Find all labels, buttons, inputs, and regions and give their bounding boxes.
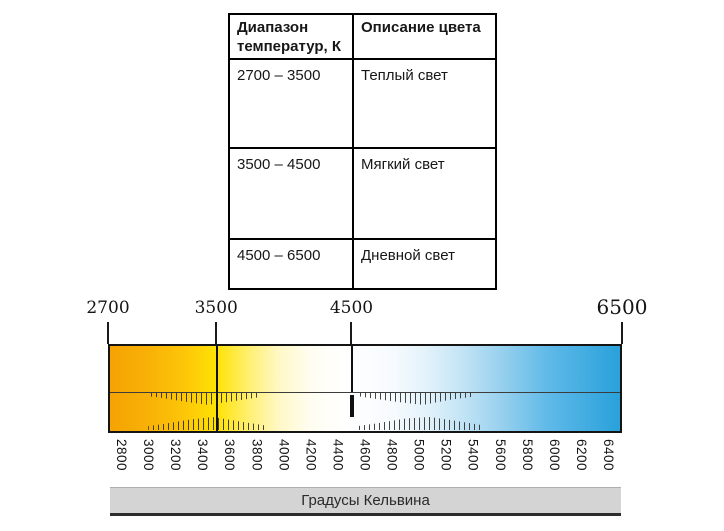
table-row: 3500 – 4500 Мягкий свет [228, 147, 497, 240]
kelvin-tick-label-5600: 5600 [492, 439, 508, 472]
header-color-description: Описание цвета [352, 13, 497, 60]
header-temperature-range: Диапазон температур, К [228, 13, 354, 60]
scale-tick-3500 [215, 322, 218, 344]
kelvin-tick-label-3200: 3200 [168, 439, 184, 472]
ruler-ticks-bottom-right [358, 417, 482, 430]
cell-color-description: Дневной свет [352, 238, 497, 290]
cell-color-description: Мягкий свет [352, 147, 497, 240]
cell-temperature-range: 2700 – 3500 [228, 58, 354, 149]
table-header-row: Диапазон температур, К Описание цвета [228, 13, 497, 60]
kelvin-tick-label-4800: 4800 [384, 439, 400, 472]
kelvin-tick-label-3800: 3800 [249, 439, 265, 472]
cell-temperature-range: 3500 – 4500 [228, 147, 354, 240]
scale-label-2700: 2700 [86, 298, 130, 318]
kelvin-tick-label-4600: 4600 [357, 439, 373, 472]
kelvin-tick-label-4400: 4400 [330, 439, 346, 472]
scale-top-labels: 2700 3500 4500 6500 [86, 295, 647, 344]
table-row: 2700 – 3500 Теплый свет [228, 58, 497, 149]
kelvin-tick-label-4200: 4200 [303, 439, 319, 472]
scale-emphasis-mark [349, 395, 354, 418]
table-row: 4500 – 6500 Дневной свет [228, 238, 497, 290]
kelvin-tick-label-5000: 5000 [411, 439, 427, 472]
kelvin-tick-label-2800: 2800 [114, 439, 130, 472]
kelvin-tick-label-5400: 5400 [465, 439, 481, 472]
kelvin-axis-title: Градусы Кельвина [301, 492, 430, 509]
kelvin-tick-label-5800: 5800 [519, 439, 535, 472]
gradient-middle-line [110, 391, 620, 393]
scale-label-4500: 4500 [329, 298, 374, 318]
kelvin-tick-label-3600: 3600 [222, 439, 238, 472]
ruler-ticks-bottom-left [148, 417, 266, 430]
kelvin-tick-label-3000: 3000 [141, 439, 157, 472]
temperature-gradient-bar [108, 344, 622, 433]
temperature-table: Диапазон температур, К Описание цвета 27… [228, 13, 497, 290]
scale-tick-4500 [350, 322, 353, 344]
kelvin-axis-bar: Градусы Кельвина [110, 487, 621, 516]
kelvin-tick-label-6400: 6400 [600, 439, 616, 472]
kelvin-tick-label-4000: 4000 [276, 439, 292, 472]
kelvin-tick-label-3400: 3400 [195, 439, 211, 472]
scale-tick-2700 [107, 322, 109, 344]
kelvin-tick-label-6000: 6000 [546, 439, 562, 472]
kelvin-tick-label-5200: 5200 [438, 439, 454, 472]
kelvin-tick-labels: 2800 3000 3200 3400 3600 3800 4000 4200 4400 4600… [108, 439, 622, 485]
scale-label-6500: 6500 [596, 295, 648, 319]
table-body: 2700 – 3500 Теплый свет 3500 – 4500 Мягкий … [228, 58, 497, 290]
divider-line-3500 [216, 346, 219, 431]
ruler-ticks-middle-right [359, 392, 475, 405]
scale-tick-6500 [621, 322, 623, 344]
divider-line-4500 [350, 346, 353, 392]
ruler-ticks-middle-left [150, 392, 261, 405]
scale-label-3500: 3500 [194, 298, 238, 318]
kelvin-tick-label-6200: 6200 [573, 439, 589, 472]
cell-temperature-range: 4500 – 6500 [228, 238, 354, 290]
cell-color-description: Теплый свет [352, 58, 497, 149]
